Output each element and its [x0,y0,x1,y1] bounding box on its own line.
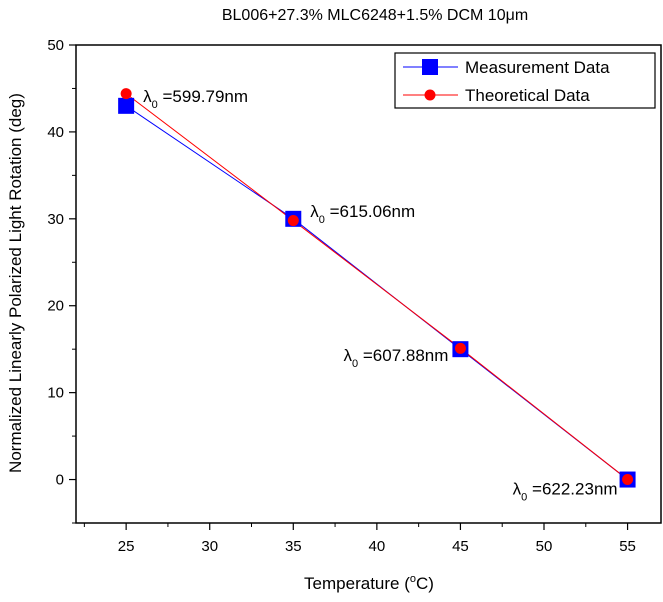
y-axis: 0 10 20 30 40 50 [47,37,76,524]
y-tick-label: 40 [47,124,64,141]
chart-title: BL006+27.3% MLC6248+1.5% DCM 10μm [222,7,528,24]
x-tick-label: 55 [619,538,636,555]
lambda-subscript: 0 [521,492,527,504]
legend: Measurement Data Theoretical Data [394,52,656,109]
lambda-symbol: λ [513,480,522,499]
x-tick-label: 30 [201,538,218,555]
lambda-symbol: λ [143,87,152,106]
x-tick-label: 25 [118,538,135,555]
y-tick-label: 20 [47,298,64,315]
data-point-theoretical [454,342,466,354]
data-point-measurement [118,97,135,114]
lambda-value: =615.06nm [325,202,415,221]
legend-box [394,52,656,109]
y-tick-label: 0 [56,472,64,489]
lambda-symbol: λ [310,202,319,221]
series-line-measurement [125,105,628,480]
lambda-value: =599.79nm [158,87,248,106]
legend-label-theoretical: Theoretical Data [465,86,590,105]
y-tick-label: 50 [47,37,64,54]
data-point-theoretical [622,474,634,486]
lambda-value: =607.88nm [358,346,448,365]
y-tick-label: 30 [47,211,64,228]
lambda-subscript: 0 [319,214,325,226]
lambda-symbol: λ [344,346,353,365]
lambda-annotation: λ0 =599.79nm [143,87,248,111]
legend-label-measurement: Measurement Data [465,58,610,77]
data-point-theoretical [287,215,299,227]
x-axis-unit-degree: o [410,573,416,585]
y-tick-label: 10 [47,385,64,402]
series-layer [118,88,636,488]
x-axis-title-text: Temperature [304,574,399,593]
lambda-annotation: λ0 =607.88nm [344,346,449,370]
lambda-subscript: 0 [352,358,358,370]
lambda-subscript: 0 [152,99,158,111]
y-axis-title: Normalized Linearly Polarized Light Rota… [6,93,25,473]
lambda-annotation: λ0 =615.06nm [310,202,415,226]
x-tick-label: 45 [452,538,469,555]
x-tick-label: 50 [536,538,553,555]
plot-frame [75,44,662,524]
legend-marker-measurement [422,59,438,75]
legend-marker-theoretical [424,89,436,101]
lambda-annotation: λ0 =622.23nm [513,480,618,504]
x-axis: 25 30 35 40 45 50 55 [83,523,636,555]
x-tick-label: 35 [285,538,302,555]
x-axis-title: Temperature (oC) [304,573,434,593]
data-point-theoretical [120,88,132,100]
lambda-value: =622.23nm [527,480,617,499]
x-tick-label: 40 [369,538,386,555]
series-line-theoretical [125,93,628,480]
